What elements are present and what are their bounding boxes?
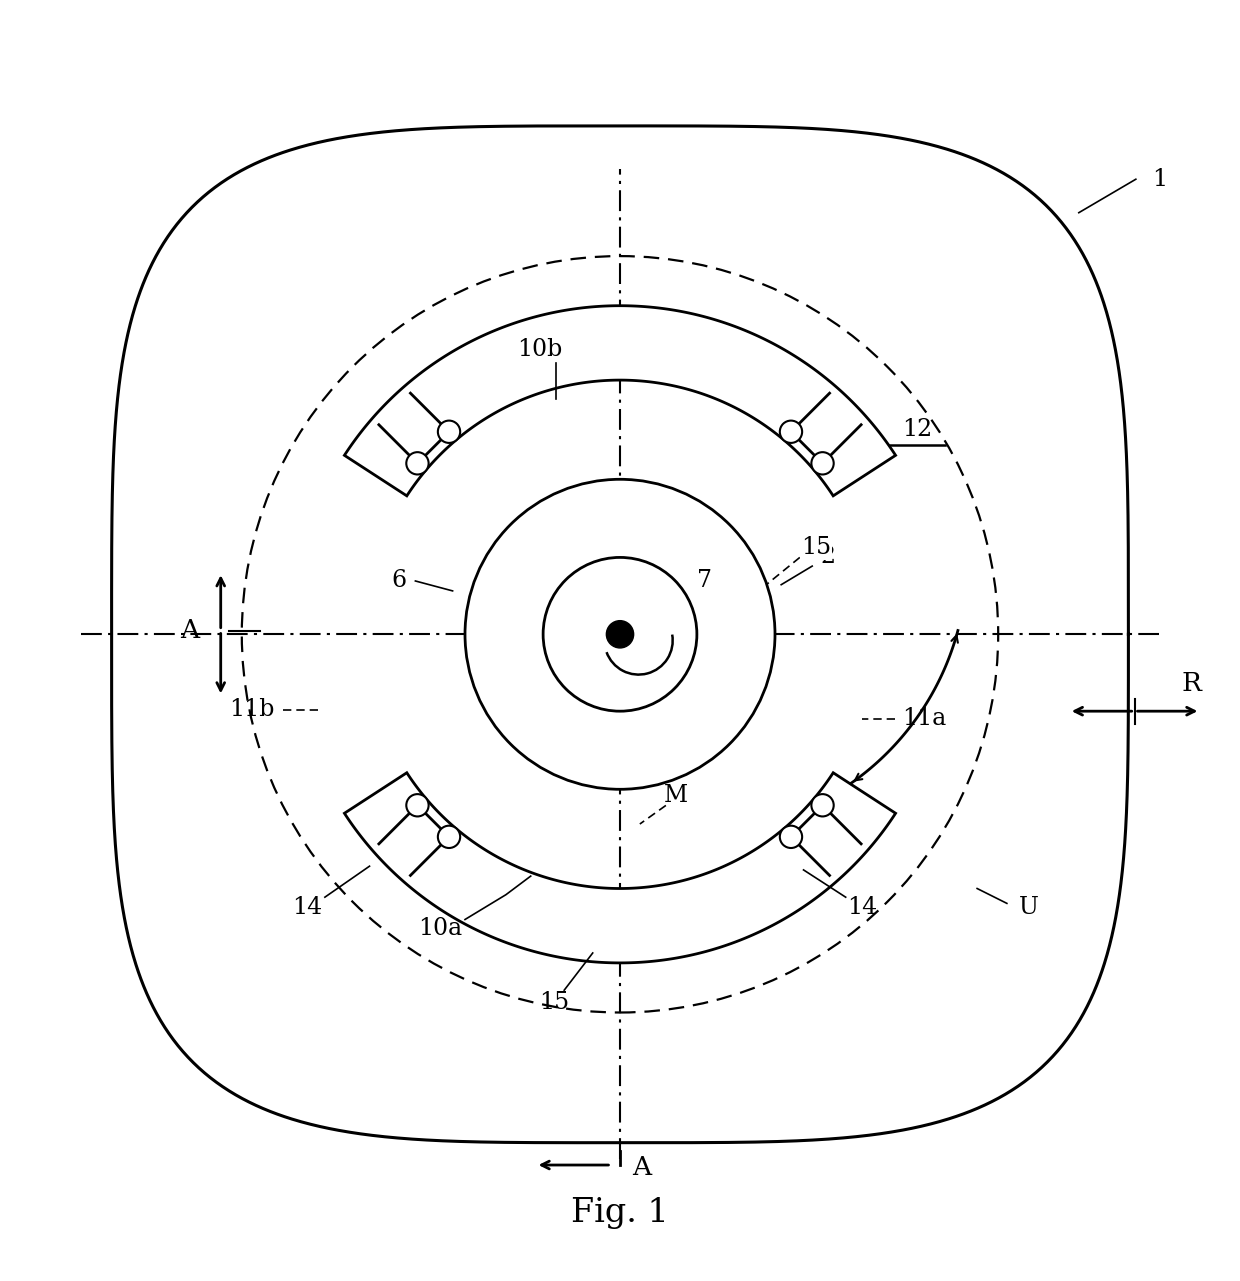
Text: 14: 14 bbox=[847, 895, 877, 918]
Text: 11a: 11a bbox=[901, 707, 946, 730]
Circle shape bbox=[438, 420, 460, 443]
Text: A: A bbox=[180, 617, 200, 643]
Polygon shape bbox=[345, 306, 895, 496]
Circle shape bbox=[780, 420, 802, 443]
Circle shape bbox=[606, 621, 634, 648]
Circle shape bbox=[811, 794, 833, 816]
Text: 2: 2 bbox=[821, 544, 836, 567]
Text: M: M bbox=[663, 784, 688, 807]
Text: 10b: 10b bbox=[517, 338, 562, 360]
Text: 14: 14 bbox=[293, 895, 322, 918]
Circle shape bbox=[780, 826, 802, 848]
Text: 15: 15 bbox=[539, 991, 569, 1015]
Text: Fig. 1: Fig. 1 bbox=[572, 1198, 668, 1230]
Text: R: R bbox=[1182, 671, 1202, 697]
Text: 15: 15 bbox=[801, 535, 831, 559]
Text: 12: 12 bbox=[903, 418, 932, 441]
Text: U: U bbox=[1019, 895, 1039, 918]
Circle shape bbox=[465, 479, 775, 789]
Text: 11b: 11b bbox=[229, 698, 274, 721]
Text: 7: 7 bbox=[697, 570, 712, 593]
Circle shape bbox=[407, 794, 429, 816]
Text: 1: 1 bbox=[1152, 168, 1167, 191]
Text: 10a: 10a bbox=[418, 917, 463, 940]
Circle shape bbox=[543, 557, 697, 711]
Circle shape bbox=[438, 826, 460, 848]
Text: A: A bbox=[632, 1155, 651, 1180]
Text: 6: 6 bbox=[392, 570, 407, 593]
Circle shape bbox=[407, 452, 429, 474]
Polygon shape bbox=[345, 772, 895, 963]
Circle shape bbox=[811, 452, 833, 474]
